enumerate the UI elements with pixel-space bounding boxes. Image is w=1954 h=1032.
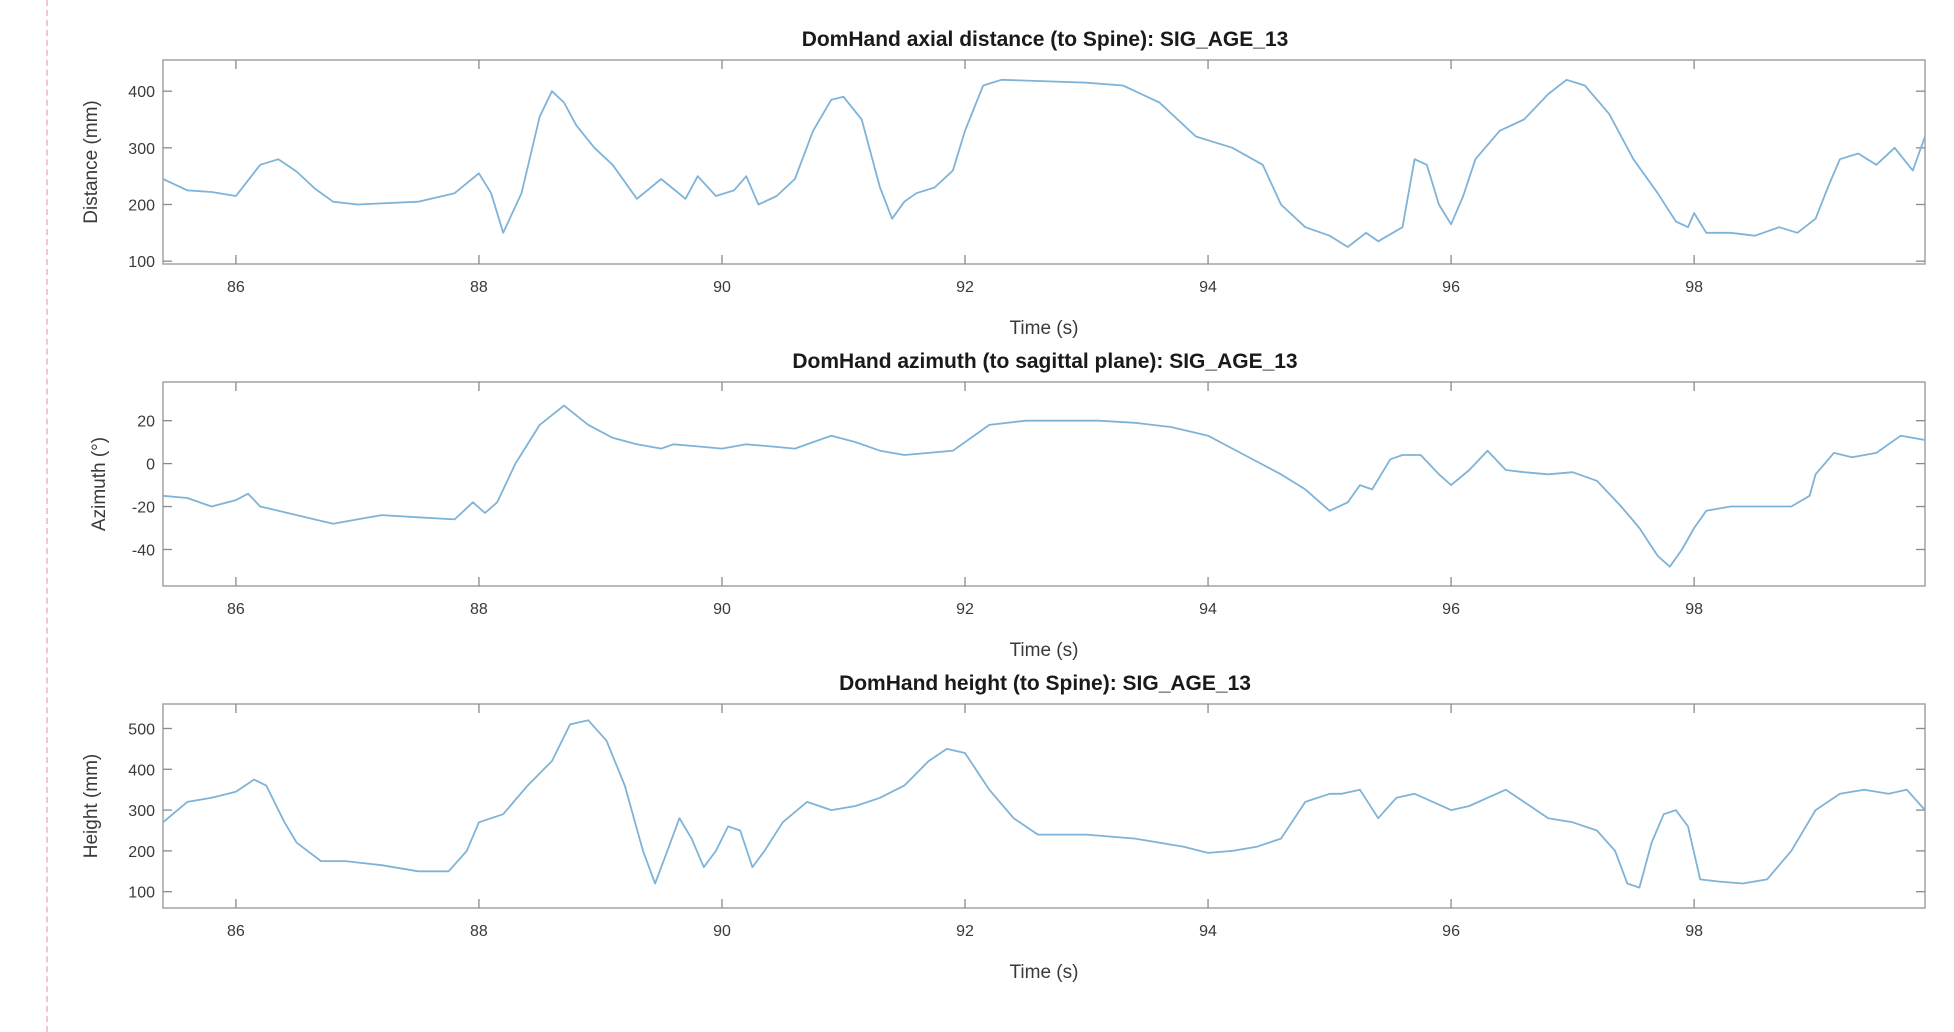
y-tick-label: 400	[128, 762, 155, 779]
x-axis-ticks: 86 88 90 92 94 96 98	[227, 60, 1703, 296]
y-tick-label: -20	[132, 500, 155, 517]
x-tick-label: 88	[470, 279, 488, 296]
y-tick-label: 300	[128, 141, 155, 158]
x-tick-label: 90	[713, 279, 731, 296]
page-margin-rule	[46, 0, 48, 1032]
panel-distance: DomHand axial distance (to Spine): SIG_A…	[81, 28, 1926, 339]
y-tick-label: 400	[128, 84, 155, 101]
x-tick-label: 88	[470, 923, 488, 940]
y-axis-label: Distance (mm)	[81, 100, 102, 224]
panel-title: DomHand height (to Spine): SIG_AGE_13	[839, 672, 1251, 695]
plot-area	[162, 381, 1926, 587]
x-tick-label: 90	[713, 601, 731, 618]
y-tick-label: 200	[128, 198, 155, 215]
y-tick-label: 200	[128, 844, 155, 861]
x-tick-label: 86	[227, 601, 245, 618]
panel-title: DomHand axial distance (to Spine): SIG_A…	[802, 28, 1289, 51]
y-tick-label: 300	[128, 803, 155, 820]
x-tick-label: 96	[1442, 923, 1460, 940]
y-axis-ticks: -40 -20 0 20	[132, 414, 1925, 559]
y-tick-label: 500	[128, 721, 155, 738]
x-tick-label: 94	[1199, 279, 1217, 296]
x-tick-label: 96	[1442, 279, 1460, 296]
x-tick-label: 88	[470, 601, 488, 618]
x-tick-label: 92	[956, 279, 974, 296]
panel-height: DomHand height (to Spine): SIG_AGE_13 10…	[81, 672, 1926, 983]
x-axis-label: Time (s)	[1010, 640, 1079, 661]
x-tick-label: 98	[1685, 279, 1703, 296]
series-line	[162, 78, 1926, 248]
plot-area	[162, 59, 1926, 265]
panel-title: DomHand azimuth (to sagittal plane): SIG…	[792, 350, 1297, 373]
x-axis-ticks: 86 88 90 92 94 96 98	[227, 382, 1703, 618]
x-tick-label: 94	[1199, 923, 1217, 940]
x-tick-label: 98	[1685, 923, 1703, 940]
y-axis-ticks: 100 200 300 400 500	[128, 721, 1925, 902]
x-axis-label: Time (s)	[1010, 962, 1079, 983]
x-tick-label: 92	[956, 923, 974, 940]
x-tick-label: 98	[1685, 601, 1703, 618]
y-tick-label: 100	[128, 254, 155, 271]
y-tick-label: -40	[132, 542, 155, 559]
x-tick-label: 86	[227, 923, 245, 940]
panel-azimuth: DomHand azimuth (to sagittal plane): SIG…	[89, 350, 1926, 661]
series-line	[162, 719, 1926, 889]
y-tick-label: 0	[146, 457, 155, 474]
x-axis-ticks: 86 88 90 92 94 96 98	[227, 704, 1703, 940]
y-tick-label: 100	[128, 885, 155, 902]
plot-area	[162, 703, 1926, 909]
y-tick-label: 20	[137, 414, 155, 431]
series-line	[162, 404, 1926, 568]
x-tick-label: 92	[956, 601, 974, 618]
y-axis-label: Height (mm)	[81, 754, 102, 859]
x-axis-label: Time (s)	[1010, 318, 1079, 339]
y-axis-ticks: 100 200 300 400	[128, 84, 1925, 271]
x-tick-label: 94	[1199, 601, 1217, 618]
y-axis-label: Azimuth (°)	[89, 437, 110, 531]
x-tick-label: 86	[227, 279, 245, 296]
x-tick-label: 90	[713, 923, 731, 940]
x-tick-label: 96	[1442, 601, 1460, 618]
